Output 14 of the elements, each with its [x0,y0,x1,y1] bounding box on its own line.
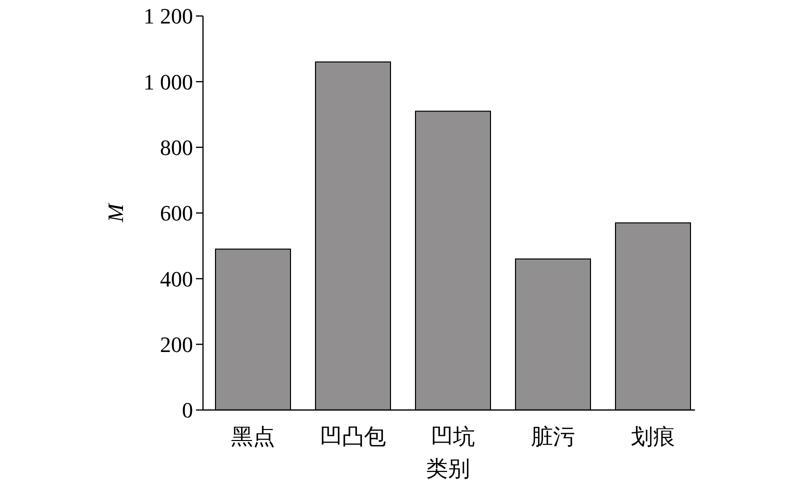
x-tick-label: 凹凸包 [320,424,386,449]
y-tick-label: 600 [160,200,193,226]
y-tick-label: 200 [160,332,193,358]
y-tick-label: 800 [160,135,193,160]
y-axis-title: M [103,202,128,224]
y-tick-label: 1 000 [144,69,193,94]
x-tick-label: 凹坑 [431,424,475,449]
x-axis-title: 类别 [426,456,470,481]
y-tick-label: 0 [182,398,193,423]
x-tick-label: 黑点 [231,424,275,449]
y-tick-label: 1 200 [144,4,193,29]
x-tick-label: 脏污 [531,424,575,449]
x-tick-label: 划痕 [631,424,675,449]
y-tick-label: 400 [160,266,193,292]
